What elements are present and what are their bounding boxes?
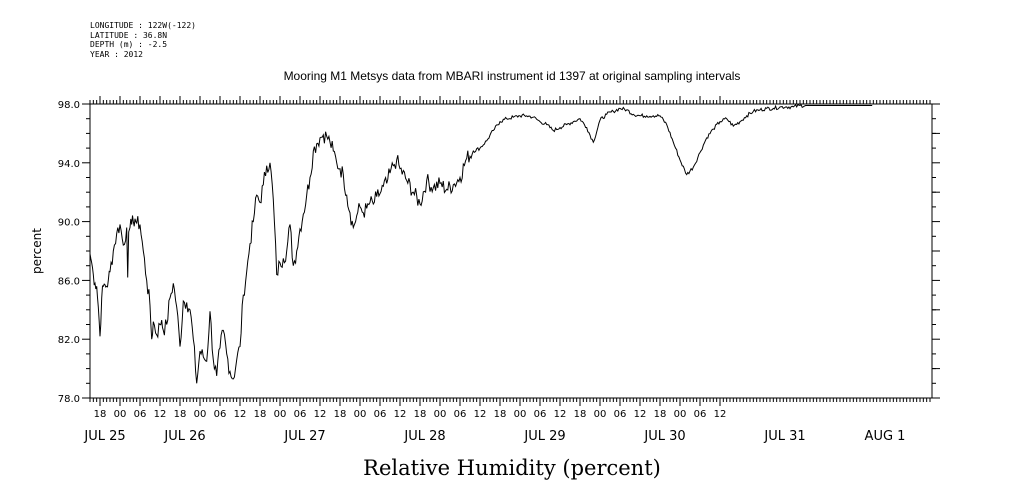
y-tick-label: 90.0 [58, 218, 80, 229]
y-axis-label: percent [30, 228, 44, 274]
x-tick-label: 06 [614, 409, 627, 420]
chart-title: Mooring M1 Metsys data from MBARI instru… [284, 69, 741, 83]
x-tick-label: 00 [434, 409, 447, 420]
y-axis: 78.0 82.0 86.0 90.0 94.0 98.0 [58, 100, 940, 405]
y-tick-label: 86.0 [58, 276, 80, 287]
x-tick-label: 12 [554, 409, 567, 420]
series-line-relative-humidity [89, 103, 873, 384]
x-tick-label: 12 [634, 409, 647, 420]
x-tick-label: 06 [454, 409, 467, 420]
x-tick-label: 00 [514, 409, 527, 420]
x-tick-label: 06 [694, 409, 707, 420]
y-tick-label: 98.0 [58, 100, 80, 111]
x-date-label: AUG 1 [865, 429, 906, 444]
x-tick-label: 18 [334, 409, 347, 420]
x-date-label: JUL 30 [643, 429, 685, 444]
x-date-label: JUL 28 [403, 429, 445, 444]
x-tick-label: 06 [214, 409, 227, 420]
x-date-label: JUL 31 [763, 429, 805, 444]
x-tick-label: 12 [234, 409, 247, 420]
plot-frame [89, 103, 933, 399]
x-tick-label: 06 [534, 409, 547, 420]
x-tick-label: 12 [714, 409, 727, 420]
x-tick-label: 18 [574, 409, 587, 420]
x-tick-label: 00 [114, 409, 127, 420]
x-tick-label: 18 [414, 409, 427, 420]
x-tick-label: 00 [354, 409, 367, 420]
x-tick-label: 18 [494, 409, 507, 420]
metadata-block: LONGITUDE : 122W(-122) LATITUDE : 36.8N … [90, 21, 196, 59]
x-tick-label: 06 [134, 409, 147, 420]
x-date-label: JUL 27 [283, 429, 325, 444]
x-tick-label: 12 [394, 409, 407, 420]
x-tick-label: 12 [474, 409, 487, 420]
x-axis: 18 00 06 12 18 00 06 12 18 00 06 12 18 00 06 12 18 00 06 12… [83, 96, 905, 444]
latitude-text: LATITUDE : 36.8N [90, 30, 168, 40]
x-tick-label: 00 [274, 409, 287, 420]
x-date-label: JUL 25 [83, 429, 125, 444]
longitude-text: LONGITUDE : 122W(-122) [90, 21, 196, 30]
x-tick-label: 06 [374, 409, 387, 420]
minor-ticks [89, 100, 931, 402]
x-tick-label: 06 [294, 409, 307, 420]
x-tick-label: 18 [174, 409, 187, 420]
x-date-label: JUL 29 [523, 429, 565, 444]
y-tick-label: 94.0 [58, 159, 80, 170]
x-tick-label: 18 [654, 409, 667, 420]
x-tick-label: 00 [594, 409, 607, 420]
x-tick-label: 00 [194, 409, 207, 420]
x-tick-label: 00 [674, 409, 687, 420]
y-tick-label: 82.0 [58, 335, 80, 346]
y-tick-label: 78.0 [58, 394, 80, 405]
x-axis-title: Relative Humidity (percent) [363, 456, 661, 480]
depth-text: DEPTH (m) : -2.5 [90, 40, 168, 49]
x-tick-label: 12 [154, 409, 167, 420]
x-date-label: JUL 26 [163, 429, 205, 444]
x-tick-label: 12 [314, 409, 327, 420]
x-tick-label: 18 [94, 409, 107, 420]
x-tick-label: 18 [254, 409, 267, 420]
year-text: YEAR : 2012 [90, 49, 143, 59]
